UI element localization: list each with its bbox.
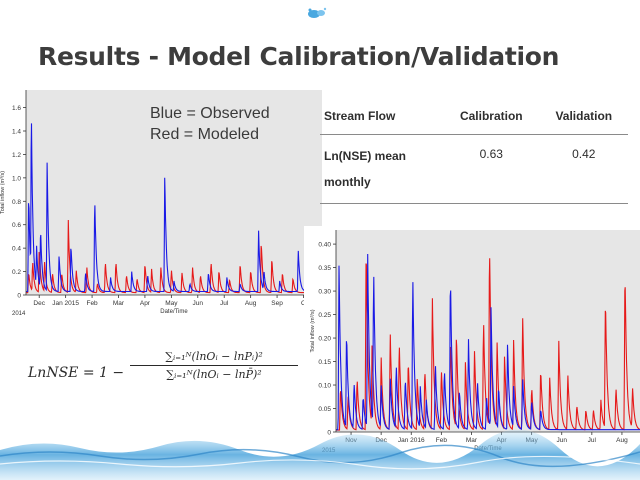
- chart1-xtick-label: Apr: [140, 300, 151, 307]
- chart2-plot-area: [336, 230, 640, 432]
- chart1-ytick-label: 0.8: [12, 199, 21, 206]
- legend-note: Blue = Observed Red = Modeled: [150, 103, 270, 145]
- chart2-ytick-label: 0.35: [318, 265, 331, 272]
- chart2-xtick-label: Jan 2016: [398, 437, 425, 444]
- table-row-label: Ln(NSE) mean monthly: [320, 134, 444, 204]
- chart1-xtick-label: Jun: [193, 300, 204, 307]
- chart2-ytick-label: 0.20: [318, 336, 331, 343]
- chart1-ytick-label: 0.4: [12, 246, 21, 253]
- chart1-xtick-label: Jan 2015: [52, 300, 79, 307]
- table-header-calibration: Calibration: [443, 98, 540, 135]
- table-header-validation: Validation: [539, 98, 628, 135]
- legend-modeled-text: Red = Modeled: [150, 126, 259, 143]
- chart1-series-observed: [26, 123, 322, 293]
- chart2-ytick-label: 0.30: [318, 289, 331, 296]
- chart2-ytick-label: 0.05: [318, 406, 331, 413]
- chart1-ytick-label: 1.0: [12, 175, 21, 182]
- lnnse-equation: LnNSE = 1 − ∑ᵢ₌₁ᴺ(lnOᵢ − lnPᵢ)² ∑ᵢ₌₁ᴺ(ln…: [24, 350, 298, 396]
- chart1-xtick-label: Jul: [220, 300, 229, 307]
- calibration-value: 0.63: [443, 134, 540, 204]
- validation-value: 0.42: [539, 134, 628, 204]
- chart1-plot-area: [26, 90, 322, 295]
- table-row: Ln(NSE) mean monthly 0.63 0.42: [320, 134, 628, 204]
- chart2-ytick-label: 0.10: [318, 383, 331, 390]
- chart2-xtick-label: Jul: [588, 437, 597, 444]
- chart1-year-label: 2014: [12, 311, 26, 317]
- equation-fraction: ∑ᵢ₌₁ᴺ(lnOᵢ − lnPᵢ)² ∑ᵢ₌₁ᴺ(lnOᵢ − lnP̄)²: [130, 350, 298, 381]
- table-row-label-line1: Ln(NSE) mean: [324, 148, 407, 163]
- table-header-streamflow: Stream Flow: [320, 98, 444, 135]
- equation-denominator: ∑ᵢ₌₁ᴺ(lnOᵢ − lnP̄)²: [166, 368, 262, 381]
- chart1-xtick-label: Feb: [86, 300, 98, 307]
- equation-numerator: ∑ᵢ₌₁ᴺ(lnOᵢ − lnPᵢ)²: [165, 350, 263, 363]
- chart1-ytick-label: 1.4: [12, 129, 21, 136]
- water-wave-decoration-icon: [0, 430, 640, 480]
- validation-chart: 00.050.100.150.200.250.300.350.40NovDecJ…: [304, 226, 640, 462]
- fraction-bar: [130, 365, 298, 366]
- legend-observed-text: Blue = Observed: [150, 105, 270, 122]
- chart1-xtick-label: Mar: [113, 300, 125, 307]
- chart1-ytick-label: 0: [17, 293, 21, 300]
- chart2-xtick-label: Feb: [436, 437, 448, 444]
- chart2-ytick-label: 0: [327, 430, 331, 437]
- chart2-ylabel: Total inflow (m³/s): [310, 309, 316, 352]
- chart1-xtick-label: Dec: [33, 300, 45, 307]
- chart1-xtick-label: May: [165, 300, 178, 307]
- validation-chart-svg: 00.050.100.150.200.250.300.350.40NovDecJ…: [310, 230, 640, 454]
- results-table: Stream Flow Calibration Validation Ln(NS…: [320, 98, 628, 204]
- chart1-ylabel: Total inflow (m³/s): [0, 171, 6, 214]
- chart1-ytick-label: 0.6: [12, 222, 21, 229]
- chart1-xtick-label: O: [301, 300, 306, 307]
- table-header-row: Stream Flow Calibration Validation: [320, 98, 628, 135]
- chart1-ytick-label: 1.2: [12, 152, 21, 159]
- chart1-xtick-label: Sep: [271, 300, 283, 307]
- chart2-xtick-label: Mar: [466, 437, 478, 444]
- equation-lhs: LnNSE = 1 −: [28, 365, 125, 381]
- table-row-label-line2: monthly: [324, 174, 371, 189]
- water-drop-logo-icon: [308, 7, 327, 18]
- chart1-xtick-label: Aug: [245, 300, 257, 307]
- chart2-ytick-label: 0.15: [318, 359, 331, 366]
- calibration-chart-svg: 0 0.2 0.4 0.6 0.8 1.0 1.2 1.4 1.6 Dec Jan 2015 Feb M…: [0, 90, 322, 317]
- chart2-ytick-label: 0.25: [318, 312, 331, 319]
- chart1-ytick-label: 1.6: [12, 105, 21, 112]
- chart2-xtick-label: Jun: [557, 437, 568, 444]
- chart2-xtick-label: Aug: [616, 437, 628, 444]
- chart2-series-observed: [336, 253, 640, 431]
- calibration-chart: 0 0.2 0.4 0.6 0.8 1.0 1.2 1.4 1.6 Dec Jan 2015 Feb M…: [0, 88, 322, 320]
- slide-title: Results - Model Calibration/Validation: [38, 42, 560, 71]
- chart1-xlabel: Date/Time: [160, 309, 188, 315]
- chart2-ytick-label: 0.40: [318, 242, 331, 249]
- chart1-ytick-label: 0.2: [12, 269, 21, 276]
